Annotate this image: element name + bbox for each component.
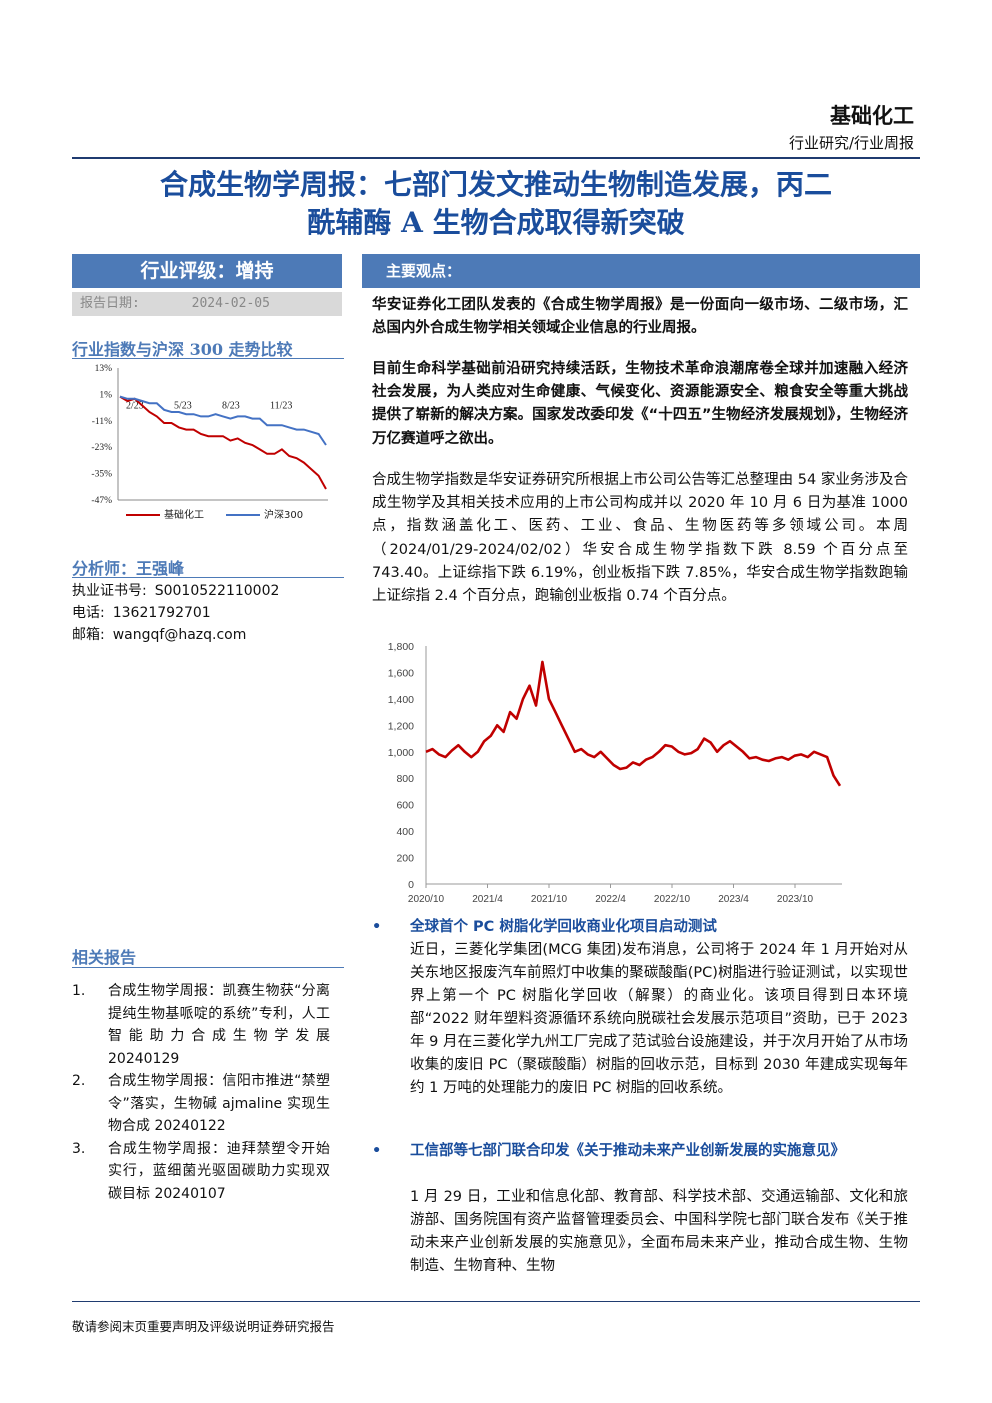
related-report-text: 合成生物学周报：凯赛生物获“分离提纯生物基哌啶的系统”专利，人工智能助力合成生物… bbox=[108, 983, 330, 1067]
report-title: 合成生物学周报：七部门发文推动生物制造发展，丙二 酰辅酶 A 生物合成取得新突破 bbox=[72, 166, 920, 242]
mini-y-tick: -35% bbox=[91, 470, 112, 480]
mini-x-tick: 5/23 bbox=[174, 400, 192, 411]
report-date-row: 报告日期: 2024-02-05 bbox=[72, 292, 342, 316]
email-label: 邮箱: bbox=[72, 627, 105, 643]
footer-disclaimer: 敬请参阅末页重要声明及评级说明证券研究报告 bbox=[72, 1319, 335, 1334]
index-x-tick: 2023/4 bbox=[718, 894, 749, 905]
footer-divider bbox=[72, 1301, 920, 1302]
related-report-number: 2. bbox=[72, 1073, 86, 1089]
index-y-tick: 1,600 bbox=[388, 667, 414, 679]
key-views-header: 主要观点： bbox=[362, 254, 920, 288]
phone-label: 电话: bbox=[72, 605, 105, 621]
analyst-divider bbox=[72, 577, 344, 578]
index-y-tick: 800 bbox=[396, 773, 414, 785]
email-address[interactable]: wangqf@hazq.com bbox=[112, 627, 247, 643]
analyst-info: 执业证书号: S0010522110002 电话: 13621792701 邮箱: w… bbox=[72, 580, 279, 646]
bullet-icon: • bbox=[372, 1143, 382, 1159]
related-reports-list: 1. 合成生物学周报：凯赛生物获“分离提纯生物基哌啶的系统”专利，人工智能助力合… bbox=[72, 980, 330, 1205]
related-report-text: 合成生物学周报：信阳市推进“禁塑令”落实，生物碱 ajmaline 实现生物合成… bbox=[108, 1073, 330, 1134]
index-y-tick: 600 bbox=[396, 800, 414, 812]
index-x-tick: 2022/10 bbox=[654, 894, 691, 905]
phone-number: 13621792701 bbox=[112, 605, 211, 621]
related-reports-title: 相关报告 bbox=[72, 948, 137, 967]
mini-y-tick: 1% bbox=[99, 390, 112, 400]
index-y-tick: 1,800 bbox=[388, 641, 414, 653]
related-report-number: 3. bbox=[72, 1140, 86, 1157]
related-report-item[interactable]: 1. 合成生物学周报：凯赛生物获“分离提纯生物基哌啶的系统”专利，人工智能助力合… bbox=[72, 980, 330, 1070]
bullet-icon: • bbox=[372, 919, 382, 935]
related-report-text: 合成生物学周报：迪拜禁塑令开始实行，蓝细菌光驱固碳助力实现双碳目标 202401… bbox=[108, 1140, 330, 1202]
news-heading-2: • 工信部等七部门联合印发《关于推动未来产业创新发展的实施意见》 bbox=[372, 1140, 912, 1163]
related-report-number: 1. bbox=[72, 983, 86, 999]
mini-y-tick: -11% bbox=[92, 417, 112, 427]
index-x-tick: 2023/10 bbox=[777, 894, 814, 905]
report-date: 2024-02-05 bbox=[191, 296, 270, 311]
report-date-label: 报告日期: bbox=[80, 296, 140, 311]
report-type: 行业研究/行业周报 bbox=[788, 134, 914, 152]
related-report-item[interactable]: 3. 合成生物学周报：迪拜禁塑令开始实行，蓝细菌光驱固碳助力实现双碳目标 202… bbox=[72, 1138, 330, 1206]
mini-x-tick: 2/23 bbox=[126, 400, 144, 411]
news-body-1: 近日，三菱化学集团(MCG 集团)发布消息，公司将于 2024 年 1 月开始对… bbox=[410, 942, 908, 1096]
mini-legend-label: 沪深300 bbox=[264, 508, 303, 521]
news-heading-1: • 全球首个 PC 树脂化学回收商业化项目启动测试 bbox=[372, 916, 912, 939]
mini-y-tick: 13% bbox=[95, 364, 113, 374]
mini-y-tick: -23% bbox=[91, 443, 112, 453]
news-body-2: 1 月 29 日，工业和信息化部、教育部、科学技术部、交通运输部、文化和旅游部、… bbox=[410, 1189, 908, 1274]
license-label: 执业证书号: bbox=[72, 583, 147, 599]
index-y-tick: 0 bbox=[408, 879, 414, 891]
mini-x-tick: 11/23 bbox=[270, 400, 292, 411]
license-number: S0010522110002 bbox=[154, 583, 280, 599]
mini-legend-label: 基础化工 bbox=[164, 508, 204, 521]
report-sector: 基础化工 bbox=[830, 103, 914, 128]
industry-rating: 行业评级：增持 bbox=[72, 254, 342, 288]
index-x-tick: 2021/4 bbox=[472, 894, 503, 905]
index-y-tick: 1,000 bbox=[388, 747, 414, 759]
synbio-index-chart: 1,800 1,600 1,400 1,200 1,000 800 600 400 200 0 20… bbox=[388, 641, 842, 905]
header-divider bbox=[72, 157, 920, 159]
key-views-label: 主要观点： bbox=[386, 262, 462, 280]
index-x-tick: 2020/10 bbox=[408, 894, 445, 905]
related-reports-divider bbox=[72, 967, 344, 968]
related-report-item[interactable]: 2. 合成生物学周报：信阳市推进“禁塑令”落实，生物碱 ajmaline 实现生… bbox=[72, 1070, 330, 1138]
index-series-line bbox=[425, 660, 842, 787]
mini-series-line bbox=[119, 395, 327, 490]
index-y-tick: 400 bbox=[396, 826, 414, 838]
analyst-name: 分析师：王强峰 bbox=[72, 559, 185, 578]
mini-y-tick: -47% bbox=[91, 496, 112, 506]
mini-series-line bbox=[119, 395, 327, 446]
index-x-tick: 2021/10 bbox=[531, 894, 568, 905]
trend-chart-divider bbox=[72, 358, 344, 359]
title-line-1: 合成生物学周报：七部门发文推动生物制造发展，丙二 bbox=[159, 168, 832, 201]
index-y-tick: 1,400 bbox=[388, 694, 414, 706]
index-y-tick: 200 bbox=[396, 853, 414, 865]
views-paragraph-1: 华安证券化工团队发表的《合成生物学周报》是一份面向一级市场、二级市场，汇总国内外… bbox=[372, 297, 908, 337]
views-paragraph-2: 目前生命科学基础前沿研究持续活跃，生物技术革命浪潮席卷全球并加速融入经济社会发展… bbox=[372, 361, 908, 447]
trend-chart-title: 行业指数与沪深 300 走势比较 bbox=[72, 340, 293, 359]
index-x-tick: 2022/4 bbox=[595, 894, 626, 905]
index-vs-hs300-chart: 13% 1% -11% -23% -35% -47% 2/23 5/23 8/23 11/23 基础… bbox=[91, 364, 328, 521]
news-heading-text: 工信部等七部门联合印发《关于推动未来产业创新发展的实施意见》 bbox=[410, 1143, 845, 1159]
index-y-tick: 1,200 bbox=[388, 720, 414, 732]
views-paragraph-3: 合成生物学指数是华安证券研究所根据上市公司公告等汇总整理由 54 家业务涉及合成… bbox=[372, 472, 908, 605]
title-line-2: 酰辅酶 A 生物合成取得新突破 bbox=[307, 206, 685, 239]
mini-x-tick: 8/23 bbox=[222, 400, 240, 411]
news-heading-text: 全球首个 PC 树脂化学回收商业化项目启动测试 bbox=[410, 919, 717, 935]
